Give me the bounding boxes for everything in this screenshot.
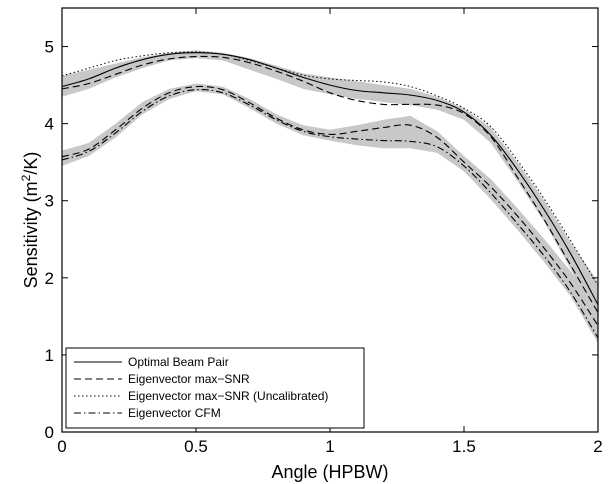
x-tick-label: 0 — [57, 437, 66, 456]
uncertainty-bands — [62, 50, 598, 344]
x-tick-label: 1.5 — [452, 437, 476, 456]
y-tick-label: 0 — [45, 423, 54, 442]
y-axis-label: Sensitivity (m2/K) — [19, 152, 41, 289]
y-tick-label: 3 — [45, 192, 54, 211]
legend-label: Optimal Beam Pair — [128, 355, 229, 369]
x-tick-label: 2 — [593, 437, 602, 456]
y-tick-label: 5 — [45, 38, 54, 57]
legend-label: Eigenvector max−SNR (Uncalibrated) — [128, 389, 328, 403]
series-line-4 — [61, 89, 599, 339]
x-axis-label: Angle (HPBW) — [271, 462, 388, 482]
x-tick-label: 0.5 — [184, 437, 208, 456]
x-tick-label: 1 — [325, 437, 334, 456]
y-tick-label: 1 — [45, 346, 54, 365]
y-tick-label: 2 — [45, 269, 54, 288]
axis-ticks: 0 0.5 1 1.5 2 0 1 2 3 4 5 — [45, 8, 603, 456]
legend-label: Eigenvector max−SNR — [128, 372, 250, 386]
series-line-5 — [61, 85, 599, 326]
legend-label: Eigenvector CFM — [128, 406, 221, 420]
y-axis-label-main: Sensitivity (m — [21, 181, 41, 288]
y-axis-label-end: /K) — [21, 152, 41, 175]
uncertainty-band-1 — [62, 50, 598, 321]
y-tick-label: 4 — [45, 115, 54, 134]
series-line-1 — [61, 52, 599, 306]
legend-box — [65, 347, 365, 429]
y-axis-label-sup: 2 — [19, 174, 33, 181]
legend: Optimal Beam Pair Eigenvector max−SNR Eige… — [65, 347, 365, 429]
series-lines — [61, 51, 599, 339]
series-line-2 — [61, 55, 599, 313]
uncertainty-band-2 — [62, 83, 598, 344]
